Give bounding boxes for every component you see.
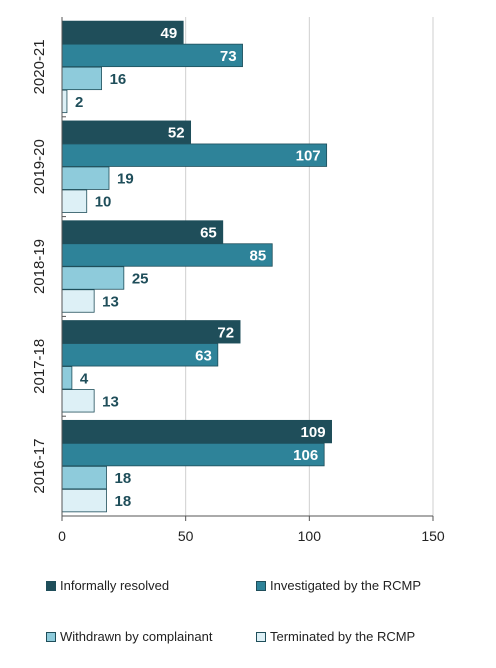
data-label: 25 xyxy=(132,271,149,288)
legend-item-terminated: Terminated by the RCMP xyxy=(256,629,415,644)
data-label: 4 xyxy=(80,370,89,387)
legend-swatch xyxy=(46,631,56,642)
bar xyxy=(61,488,107,513)
legend-swatch xyxy=(256,631,266,642)
x-tick-label: 0 xyxy=(58,528,66,544)
axes: 0 50 100 150 2020-21 2019-20 2018-19 2017-18 201… xyxy=(31,17,445,544)
bar xyxy=(61,320,241,344)
bar xyxy=(61,442,325,467)
x-tick-label: 50 xyxy=(178,528,194,544)
data-label: 13 xyxy=(102,294,119,311)
data-label: 107 xyxy=(296,148,321,165)
bar xyxy=(61,366,73,390)
bar xyxy=(61,166,110,190)
data-label: 65 xyxy=(200,225,217,242)
data-label: 106 xyxy=(293,447,318,464)
data-label: 73 xyxy=(220,48,237,65)
data-label: 63 xyxy=(195,347,212,364)
legend-item-withdrawn: Withdrawn by complainant xyxy=(46,629,212,644)
legend-item-informally-resolved: Informally resolved xyxy=(46,578,169,593)
data-label: 109 xyxy=(301,424,326,441)
category-label: 2020-21 xyxy=(31,39,48,94)
category-label: 2017-18 xyxy=(31,339,48,394)
data-label: 13 xyxy=(102,393,119,410)
legend-swatch xyxy=(46,580,56,591)
bar xyxy=(61,143,328,167)
data-labels: 49 73 16 2 52 107 19 10 65 85 25 13 72 63 4 13 109 106 18 1… xyxy=(75,25,326,510)
bar-chart: 49 73 16 2 52 107 19 10 65 85 25 13 72 63 4 13 109 106 18 1… xyxy=(31,17,445,544)
data-label: 49 xyxy=(161,25,178,42)
bar xyxy=(61,389,95,413)
bar xyxy=(61,243,273,267)
x-tick-label: 100 xyxy=(298,528,322,544)
data-label: 16 xyxy=(110,71,127,88)
bar xyxy=(61,266,125,290)
legend: Informally resolved Investigated by the … xyxy=(0,570,496,668)
bar xyxy=(61,189,88,213)
legend-label: Informally resolved xyxy=(60,578,170,593)
bar xyxy=(61,289,95,313)
bar xyxy=(61,465,107,490)
bar xyxy=(61,66,102,91)
data-label: 10 xyxy=(95,194,112,211)
legend-label: Investigated by the RCMP xyxy=(270,578,422,593)
data-label: 85 xyxy=(250,248,267,265)
category-label: 2018-19 xyxy=(31,239,48,294)
bar xyxy=(61,220,224,244)
legend-label: Terminated by the RCMP xyxy=(270,629,416,644)
bar xyxy=(61,43,243,68)
data-label: 19 xyxy=(117,171,134,188)
bar xyxy=(61,89,68,114)
bar xyxy=(61,419,332,444)
data-label: 72 xyxy=(217,324,234,341)
category-label: 2016-17 xyxy=(31,439,48,494)
data-label: 18 xyxy=(115,493,132,510)
legend-item-investigated: Investigated by the RCMP xyxy=(256,578,421,593)
legend-swatch xyxy=(256,580,266,591)
data-label: 52 xyxy=(168,125,185,142)
x-tick-label: 150 xyxy=(421,528,445,544)
data-label: 2 xyxy=(75,94,83,111)
legend-label: Withdrawn by complainant xyxy=(60,629,213,644)
bars xyxy=(61,20,332,513)
category-label: 2019-20 xyxy=(31,139,48,194)
data-label: 18 xyxy=(115,470,132,487)
